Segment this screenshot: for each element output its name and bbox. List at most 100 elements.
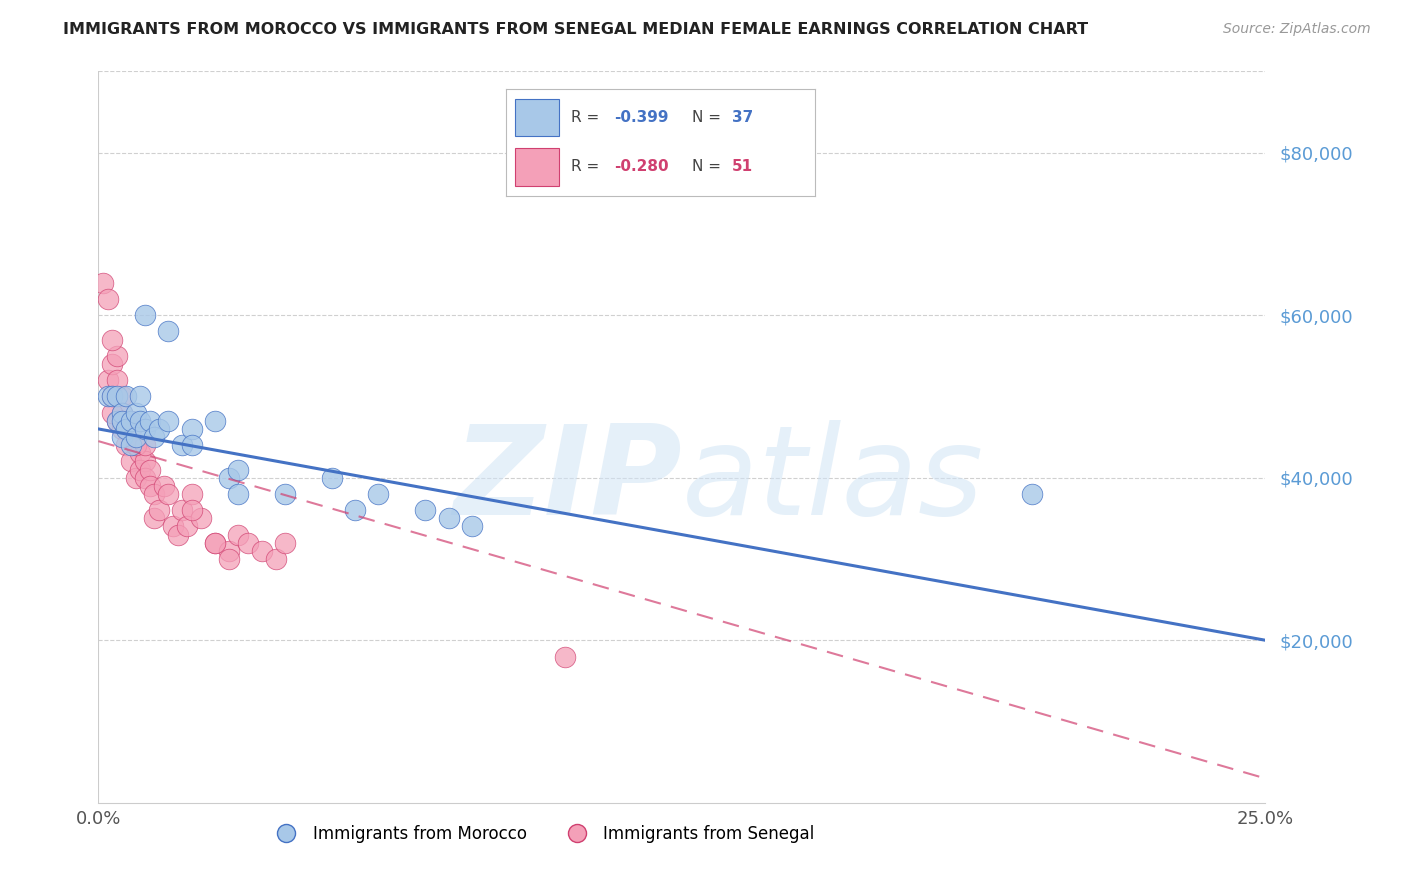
Point	[180, 422, 202, 436]
Point	[554, 649, 576, 664]
Point	[204, 414, 226, 428]
Text: IMMIGRANTS FROM MOROCCO VS IMMIGRANTS FROM SENEGAL MEDIAN FEMALE EARNINGS CORREL: IMMIGRANTS FROM MOROCCO VS IMMIGRANTS FR…	[63, 22, 1088, 37]
Point	[125, 406, 148, 420]
Point	[321, 471, 343, 485]
Point	[204, 535, 226, 549]
Text: ZIP: ZIP	[453, 420, 682, 541]
Point	[111, 422, 134, 436]
Point	[105, 349, 128, 363]
Point	[143, 511, 166, 525]
Text: 37: 37	[733, 110, 754, 125]
Text: R =: R =	[571, 159, 605, 174]
Point	[274, 535, 297, 549]
Point	[134, 438, 156, 452]
Text: N =: N =	[692, 159, 725, 174]
Text: atlas: atlas	[682, 420, 984, 541]
Point	[228, 462, 250, 476]
Point	[176, 519, 198, 533]
Point	[134, 308, 156, 322]
Text: -0.280: -0.280	[614, 159, 669, 174]
Point	[125, 438, 148, 452]
Point	[111, 414, 134, 428]
Point	[105, 389, 128, 403]
Point	[134, 454, 156, 468]
Point	[157, 414, 180, 428]
Point	[129, 446, 152, 460]
Point	[91, 276, 114, 290]
Text: Source: ZipAtlas.com: Source: ZipAtlas.com	[1223, 22, 1371, 37]
Text: N =: N =	[692, 110, 725, 125]
Point	[105, 414, 128, 428]
Point	[157, 487, 180, 501]
Point	[115, 389, 138, 403]
Point	[218, 471, 240, 485]
Point	[120, 422, 142, 436]
Point	[97, 292, 120, 306]
Legend: Immigrants from Morocco, Immigrants from Senegal: Immigrants from Morocco, Immigrants from…	[263, 818, 821, 849]
Point	[264, 552, 287, 566]
Point	[120, 454, 142, 468]
Point	[162, 519, 184, 533]
Point	[125, 430, 148, 444]
Point	[120, 414, 142, 428]
Point	[157, 325, 180, 339]
Point	[101, 357, 124, 371]
Point	[143, 487, 166, 501]
Point	[152, 479, 174, 493]
Point	[97, 389, 120, 403]
Point	[134, 422, 156, 436]
Text: 51: 51	[733, 159, 754, 174]
Point	[274, 487, 297, 501]
Point	[148, 503, 170, 517]
Point	[204, 535, 226, 549]
Point	[111, 406, 134, 420]
Point	[125, 471, 148, 485]
Point	[120, 438, 142, 452]
Point	[218, 544, 240, 558]
Bar	[516, 99, 558, 136]
Point	[115, 414, 138, 428]
Point	[218, 552, 240, 566]
Point	[172, 438, 194, 452]
Point	[1021, 487, 1043, 501]
Point	[413, 503, 436, 517]
Point	[115, 438, 138, 452]
Point	[172, 503, 194, 517]
Point	[250, 544, 273, 558]
Point	[166, 527, 188, 541]
Point	[139, 479, 162, 493]
Point	[437, 511, 460, 525]
Point	[111, 430, 134, 444]
Point	[148, 422, 170, 436]
Bar	[516, 148, 558, 186]
Point	[344, 503, 367, 517]
Point	[97, 373, 120, 387]
Point	[129, 389, 152, 403]
Point	[111, 389, 134, 403]
Point	[228, 527, 250, 541]
Point	[461, 519, 484, 533]
Point	[120, 414, 142, 428]
Point	[228, 487, 250, 501]
Point	[105, 414, 128, 428]
Point	[115, 422, 138, 436]
Point	[143, 430, 166, 444]
Point	[139, 462, 162, 476]
Point	[139, 414, 162, 428]
Point	[367, 487, 389, 501]
Point	[190, 511, 212, 525]
Point	[105, 373, 128, 387]
Point	[111, 406, 134, 420]
Text: R =: R =	[571, 110, 605, 125]
Point	[101, 333, 124, 347]
Point	[180, 503, 202, 517]
Point	[180, 487, 202, 501]
Point	[101, 389, 124, 403]
Point	[134, 471, 156, 485]
Point	[180, 438, 202, 452]
Point	[115, 422, 138, 436]
Point	[101, 389, 124, 403]
Point	[236, 535, 259, 549]
Point	[129, 414, 152, 428]
Point	[125, 438, 148, 452]
